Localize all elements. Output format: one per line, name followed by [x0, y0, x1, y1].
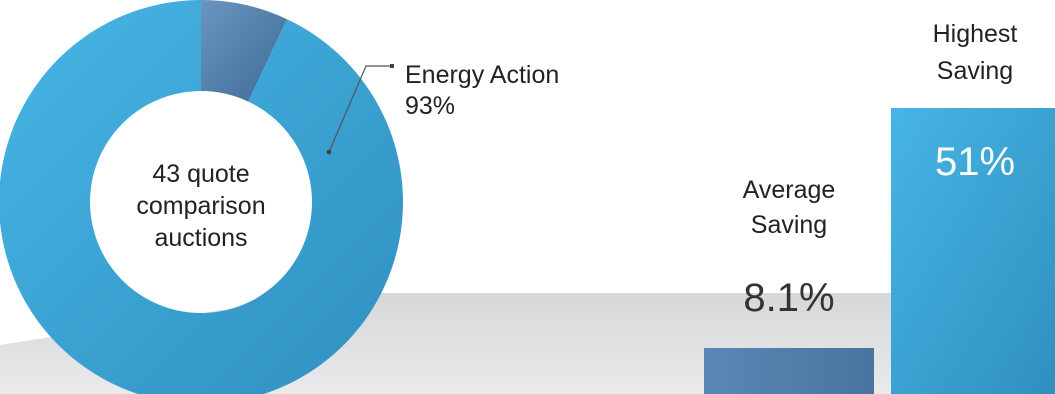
donut-center-line-2: comparison — [136, 192, 265, 220]
donut-slice-energy-action — [0, 0, 403, 394]
energy-action-leader-line — [328, 65, 392, 153]
donut-chart — [0, 0, 403, 394]
bar-label-highest-line-1: Highest — [933, 20, 1018, 48]
donut-center-line-3: auctions — [154, 224, 247, 252]
slice-label-energy-action: Energy Action — [405, 61, 559, 89]
bar-highest-saving — [891, 108, 1055, 394]
leader-end-dot — [326, 149, 332, 155]
bar-label-highest-line-2: Saving — [937, 57, 1013, 85]
bar-label-average-line-1: Average — [743, 176, 836, 204]
bar-value-average: 8.1% — [743, 276, 834, 320]
slice-value-energy-action: 93% — [405, 92, 455, 120]
bar-value-highest: 51% — [935, 140, 1015, 184]
bar-label-average-line-2: Saving — [751, 211, 827, 239]
donut-center-line-1: 43 quote — [152, 160, 249, 188]
leader-start-dot — [390, 64, 394, 68]
bar-average-saving — [704, 348, 874, 394]
donut-slice-other — [201, 0, 288, 102]
